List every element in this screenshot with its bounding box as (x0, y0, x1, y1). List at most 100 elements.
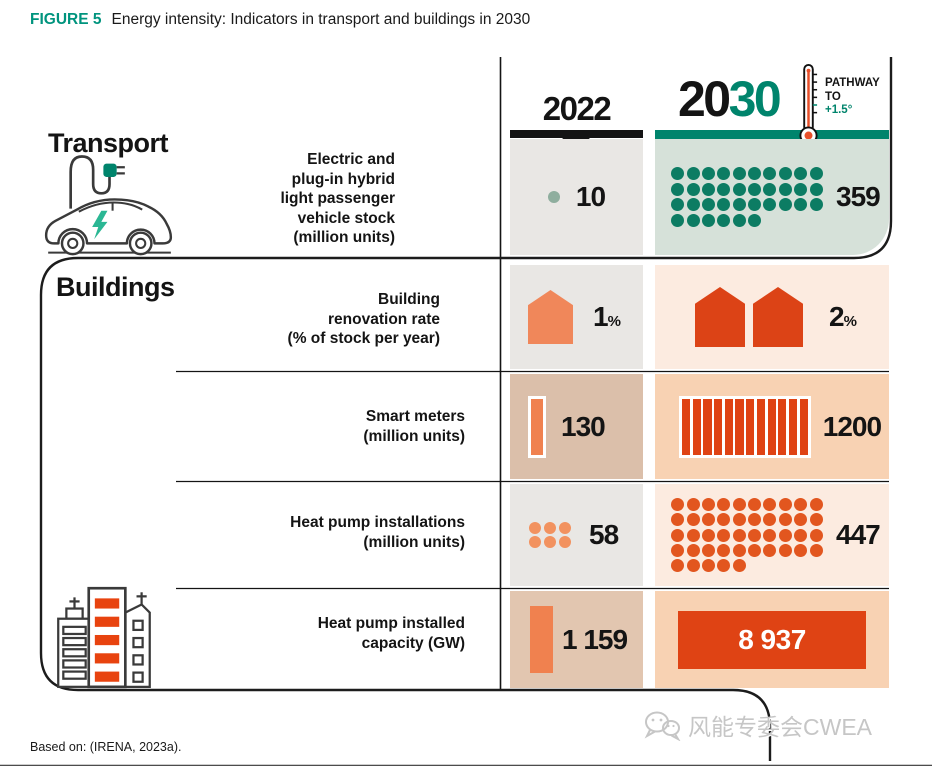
dot-r-icon (717, 497, 731, 511)
dot-t-icon (686, 167, 700, 181)
dot-r-icon (778, 513, 792, 527)
dot-r-icon (701, 543, 715, 557)
section-heading-transport: Transport (48, 128, 169, 158)
bar-r-icon (756, 398, 765, 455)
ev-2022-value: 10 (575, 181, 606, 212)
dot-t-icon (794, 198, 808, 212)
house-b-icon (695, 287, 745, 347)
column-header-2030: 2030 (678, 71, 782, 127)
dot-t-icon (701, 198, 715, 212)
smart-meters-2030-value: 1200 (822, 410, 882, 442)
dot-t-icon (717, 198, 731, 212)
column-header-2022: 2022 (542, 90, 612, 127)
capacity-2022-value: 1 159 (562, 623, 628, 655)
bar-r-icon (788, 398, 798, 455)
dot-r-icon (809, 513, 823, 527)
dot-t-icon (778, 182, 792, 196)
dot-r-icon (671, 513, 685, 527)
dot-t-icon (732, 167, 746, 181)
pathway-label: PATHWAY TO +1.5° (825, 77, 880, 118)
dot-t-icon (809, 182, 823, 196)
dot-r-icon (717, 528, 731, 542)
figure-caption: FIGURE 5 Energy intensity: Indicators in … (30, 11, 530, 29)
dot-t-icon (809, 198, 823, 212)
smart-meters-2022-value: 130 (561, 410, 606, 442)
smart-meters-2022-pictogram (528, 395, 546, 458)
dot-t-icon (701, 213, 715, 227)
capacity-2030-cell: 8 937 (655, 591, 889, 688)
dot-t-icon (763, 167, 777, 181)
header-2030-black: 20 (678, 71, 731, 127)
lightning-bolt-icon (92, 210, 108, 240)
dot-t-icon (671, 182, 685, 196)
dot-t-icon (717, 167, 731, 181)
dot-t-icon (778, 167, 792, 181)
bar-r-icon (724, 398, 733, 455)
dot-t-icon (732, 198, 746, 212)
dot-t-icon (671, 167, 685, 181)
dot-r-icon (748, 528, 762, 542)
dot-r-icon (778, 528, 792, 542)
pathway-line1: PATHWAY (825, 77, 880, 89)
dot-r-icon (794, 497, 808, 511)
dot-r-icon (732, 543, 746, 557)
capacity-2030-value: 8 937 (738, 623, 806, 655)
dot-t-icon (686, 198, 700, 212)
watermark: 风能专委会CWEA (642, 708, 872, 742)
heat-pump-2030-cell: 447 (655, 484, 889, 586)
figure-number: FIGURE 5 (30, 11, 102, 28)
dot-t-icon (748, 198, 762, 212)
bar-r-icon (682, 398, 691, 455)
dot-t-icon (671, 198, 685, 212)
bar-r-icon (714, 398, 723, 455)
dot-t-icon (763, 182, 777, 196)
house-icon (528, 290, 573, 344)
section-heading-buildings: Buildings (56, 272, 175, 302)
dot-r-icon (794, 528, 808, 542)
dot-t-icon (794, 167, 808, 181)
bar-r-icon (703, 398, 712, 455)
heat-pump-2022-cell: 58 (510, 484, 643, 586)
heat-pump-2022-pictogram (528, 520, 574, 550)
dot-r-icon (809, 528, 823, 542)
dot-r-icon (701, 559, 715, 573)
dot-t-icon (748, 182, 762, 196)
dot-r-icon (809, 497, 823, 511)
dot-r-icon (809, 543, 823, 557)
dot-r-icon (686, 559, 700, 573)
heat-pump-2030-pictogram (670, 497, 826, 574)
bar-r-icon (735, 398, 744, 455)
dot-r-icon (717, 543, 731, 557)
source-note: Based on: (IRENA, 2023a). (30, 740, 182, 754)
bar-r-icon (799, 398, 808, 455)
dot-r-icon (732, 559, 746, 573)
ev-2030-value: 359 (836, 181, 881, 212)
dot-t-icon (809, 167, 823, 181)
dot-r-icon (732, 497, 746, 511)
dot-r-icon (671, 543, 685, 557)
capacity-2022-cell: 1 159 (510, 591, 643, 688)
buildings-icon (57, 586, 151, 689)
dot-t-icon (686, 182, 700, 196)
smart-meters-2030-pictogram (679, 395, 811, 458)
dot-o-icon (544, 536, 557, 549)
dot-r-icon (671, 559, 685, 573)
bar-r-icon (746, 398, 755, 455)
dot-r-icon (778, 497, 792, 511)
dot-o-icon (544, 521, 557, 534)
bar-r-icon (767, 398, 776, 455)
bar-o-icon (531, 398, 543, 455)
row-label-renovation-rate: Building renovation rate (% of stock per… (287, 291, 440, 347)
dot-t-icon (794, 182, 808, 196)
dot-r-icon (671, 497, 685, 511)
figure-title: Energy intensity: Indicators in transpor… (111, 11, 531, 28)
thermometer-icon (799, 63, 818, 145)
row-label-ev-stock: Electric and plug-in hybrid light passen… (280, 151, 395, 246)
header-2030-teal: 30 (728, 71, 782, 127)
dot-r-icon (763, 497, 777, 511)
dot-o-icon (558, 536, 571, 549)
dot-r-icon (763, 513, 777, 527)
ev-2022-cell: 10 (510, 139, 643, 255)
dot-r-icon (671, 528, 685, 542)
dot-t-icon (763, 198, 777, 212)
